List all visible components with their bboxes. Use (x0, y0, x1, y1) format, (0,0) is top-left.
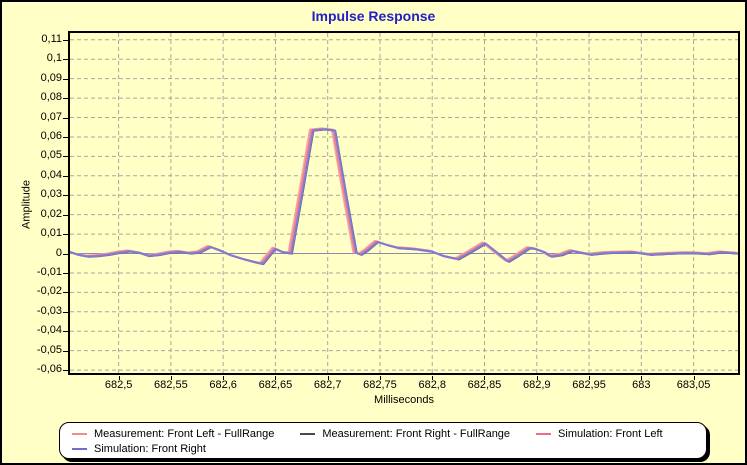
legend-item: Measurement: Front Left - FullRange (72, 428, 274, 440)
legend-label: Measurement: Front Right - FullRange (322, 427, 511, 440)
y-tick-label: -0,01 (36, 265, 62, 278)
x-tick-label: 683 (632, 379, 651, 391)
x-tick-label: 682,65 (258, 379, 293, 391)
x-tick-label: 682,55 (154, 379, 188, 391)
x-tick-mark (223, 376, 225, 380)
x-tick-label: 683,05 (676, 379, 711, 391)
x-tick-mark (484, 376, 486, 380)
legend-row-2: Simulation: Front Right (72, 441, 706, 456)
x-tick-label: 682,7 (313, 379, 342, 391)
measurement-front-left-line-icon (72, 432, 87, 435)
plot-canvas (70, 33, 738, 373)
measurement-front-right-line-icon (300, 432, 316, 435)
y-tick-label: 0,11 (41, 32, 62, 45)
legend-row-1: Measurement: Front Left - FullRange Meas… (72, 426, 706, 441)
legend-item: Simulation: Front Right (72, 443, 206, 455)
y-tick-label: -0,04 (36, 324, 62, 337)
x-tick-label: 682,9 (522, 379, 551, 391)
legend-item: Simulation: Front Left (536, 428, 663, 440)
legend-label: Simulation: Front Left (558, 427, 663, 440)
y-tick-label: -0,05 (36, 343, 62, 356)
legend-item: Measurement: Front Right - FullRange (300, 428, 510, 440)
y-tick-label: -0,03 (36, 304, 62, 317)
chart-title: Impulse Response (311, 8, 436, 24)
x-tick-label: 682,95 (572, 379, 606, 391)
simulation-front-left-line-icon (536, 432, 552, 435)
legend-box: Measurement: Front Left - FullRange Meas… (59, 422, 707, 459)
y-tick-label: 0,06 (40, 129, 62, 142)
x-tick-mark (118, 376, 120, 380)
y-tick-label: 0 (55, 246, 62, 259)
x-tick-mark (170, 376, 172, 380)
x-tick-mark (275, 376, 277, 380)
series-line (70, 127, 738, 265)
y-tick-label: -0,06 (36, 363, 62, 376)
x-tick-mark (693, 376, 695, 380)
x-tick-label: 682,85 (467, 379, 502, 391)
x-tick-mark (589, 376, 591, 380)
x-tick-mark (536, 376, 538, 380)
plot-area (68, 31, 740, 375)
y-tick-label: 0,05 (40, 149, 62, 162)
x-tick-mark (379, 376, 381, 380)
series-line (70, 128, 738, 265)
y-axis-title: Amplitude (20, 180, 33, 229)
simulation-front-right-line-icon (72, 447, 87, 450)
y-tick-label: 0,03 (40, 188, 62, 201)
legend-label: Measurement: Front Left - FullRange (94, 427, 275, 440)
y-tick-label: 0,08 (40, 91, 62, 104)
x-tick-label: 682,6 (209, 379, 237, 391)
y-tick-label: 0,07 (40, 110, 62, 123)
x-axis-title: Milliseconds (374, 394, 434, 406)
x-tick-label: 682,8 (418, 379, 446, 391)
y-tick-label: 0,02 (40, 207, 62, 220)
y-tick-label: 0,09 (40, 71, 62, 84)
x-tick-mark (641, 376, 643, 380)
y-tick-label: 0,1 (46, 52, 62, 65)
y-tick-label: 0,01 (40, 227, 62, 240)
y-tick-label: -0,02 (36, 285, 62, 298)
x-tick-mark (432, 376, 434, 380)
x-tick-label: 682,75 (363, 379, 397, 391)
x-tick-mark (327, 376, 329, 380)
legend-label: Simulation: Front Right (94, 442, 206, 455)
x-tick-label: 682,5 (104, 379, 133, 391)
y-tick-label: 0,04 (40, 168, 62, 181)
